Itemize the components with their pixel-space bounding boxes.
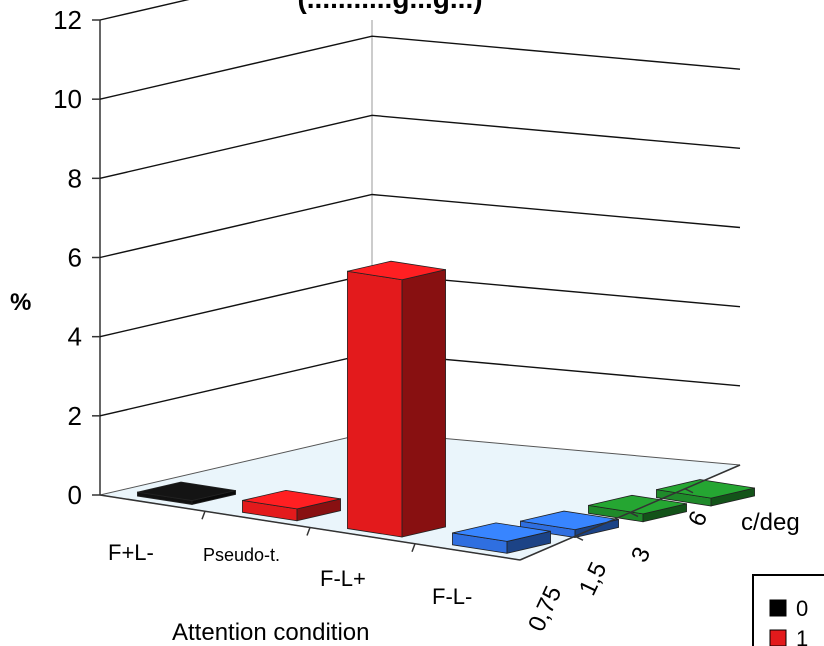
bars [137, 260, 755, 554]
y-tick-label: 2 [68, 401, 82, 431]
z-axis-label: c/deg [741, 509, 800, 536]
x-tick-label: F+L- [108, 540, 154, 565]
x-tick-label: Pseudo-t. [203, 545, 280, 565]
x-tick-mark [306, 527, 311, 536]
legend-swatch-0 [769, 599, 787, 617]
z-tick-mark [574, 535, 584, 541]
gridline [99, 114, 741, 180]
bar-pseudot-075 [242, 489, 341, 522]
z-axis-line [519, 464, 741, 561]
chart-title: (...........g...g...) [297, 0, 482, 14]
x-tick-mark [201, 510, 206, 520]
bar-fl-075 [452, 522, 551, 554]
y-axis-label: % [10, 289, 31, 316]
y-tick-label: 0 [68, 480, 82, 510]
x-tick-label: F-L- [432, 584, 472, 609]
z-tick-label: 3 [626, 543, 656, 567]
z-tick-mark [629, 511, 639, 518]
right-wall [372, 20, 740, 490]
y-tick-label: 4 [68, 322, 82, 352]
legend-label-1: 1 [796, 626, 808, 646]
z-tick-label: 1,5 [574, 558, 613, 600]
bar-fl-15 [520, 510, 619, 539]
x-axis-label: Attention condition [172, 619, 369, 646]
bar-fl-3 [588, 494, 687, 523]
y-tick-label: 12 [53, 5, 82, 35]
y-tick-label: 6 [68, 243, 82, 273]
gridline [99, 193, 741, 259]
legend-label-0: 0 [796, 596, 808, 621]
bar-fl-075 [347, 260, 446, 538]
y-ticks: 0 2 4 6 8 10 12 [53, 5, 100, 510]
z-tick-label: 6 [683, 507, 713, 531]
x-tick-labels: F+L- Pseudo-t. F-L+ F-L- [108, 510, 472, 609]
y-tick-label: 10 [53, 84, 82, 114]
gridline [99, 35, 741, 100]
z-tick-mark [684, 488, 694, 494]
legend: 0 1 [752, 574, 824, 646]
z-tick-label: 0,75 [523, 582, 567, 636]
bar-fl-6 [656, 479, 755, 507]
x-tick-label: F-L+ [320, 566, 366, 591]
left-wall [100, 20, 372, 490]
legend-swatch-1 [769, 629, 787, 646]
x-tick-mark [411, 543, 416, 553]
y-tick-label: 8 [68, 163, 82, 193]
bar-fl-075 [137, 481, 236, 506]
